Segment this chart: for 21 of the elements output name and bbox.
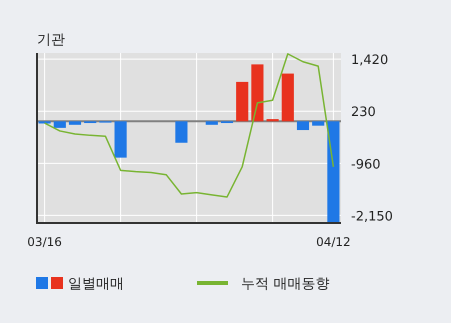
y-tick-label: 1,420 (351, 53, 388, 68)
y-tick-label: 230 (351, 105, 376, 120)
bar (68, 121, 82, 125)
bar (251, 64, 264, 122)
bar (312, 121, 324, 126)
bar (206, 121, 218, 125)
bar (54, 121, 66, 128)
legend-label: 누적 매매동향 (241, 276, 330, 292)
line-series (44, 53, 334, 198)
bar (236, 82, 248, 122)
chart-title: 기관 (37, 32, 65, 48)
bar (175, 121, 188, 143)
bar (282, 74, 294, 122)
bar (327, 121, 340, 222)
x-tick-label: 04/12 (316, 235, 351, 249)
x-tick-label: 03/16 (27, 235, 62, 249)
y-tick-label: -2,150 (351, 209, 393, 224)
legend-label: 일별매매 (68, 276, 124, 292)
bar (114, 121, 127, 158)
bar (296, 121, 310, 130)
y-tick-label: -960 (351, 157, 381, 172)
